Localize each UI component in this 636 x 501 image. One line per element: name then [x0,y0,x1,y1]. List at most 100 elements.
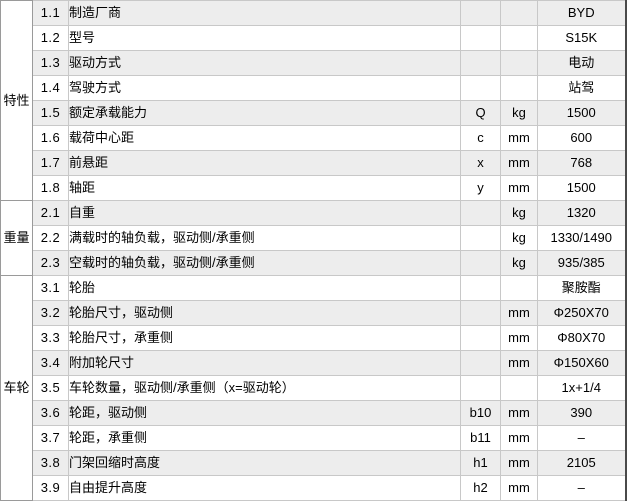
category-label: 车轮 [0,275,33,501]
row-value: – [537,425,627,451]
row-number: 3.5 [32,375,69,401]
table-row: 3.3 轮胎尺寸，承重侧 mm Φ80X70 [1,325,627,351]
row-label: 轮距，驱动侧 [68,400,461,426]
row-label: 附加轮尺寸 [68,350,461,376]
table-row: 车轮 3.1 轮胎 聚胺酯 [0,275,627,501]
table-row: 3.6 轮距，驱动侧 b10 mm 390 [1,400,627,426]
row-number: 1.1 [32,0,69,26]
row-value: BYD [537,0,627,26]
row-symbol: y [460,175,501,201]
row-symbol: c [460,125,501,151]
row-number: 2.3 [32,250,69,276]
row-label: 轮胎尺寸，承重侧 [68,325,461,351]
table-row: 2.3 空载时的轴负载，驱动侧/承重侧 kg 935/385 [1,250,627,276]
table-row: 特性 1.1 制造厂商 BYD [0,0,627,201]
row-number: 3.3 [32,325,69,351]
table-row: 1.3 驱动方式 电动 [1,50,627,76]
row-number: 1.6 [32,125,69,151]
row-symbol: b10 [460,400,501,426]
row-unit: mm [500,300,538,326]
row-number: 1.5 [32,100,69,126]
row-unit: mm [500,150,538,176]
row-value: 站驾 [537,75,627,101]
row-value: S15K [537,25,627,51]
row-label: 车轮数量，驱动侧/承重侧（x=驱动轮） [68,375,461,401]
row-value: Φ250X70 [537,300,627,326]
table-row: 3.7 轮距，承重侧 b11 mm – [1,425,627,451]
row-unit: mm [500,325,538,351]
table-row: 3.2 轮胎尺寸，驱动侧 mm Φ250X70 [1,300,627,326]
row-unit [500,50,538,76]
row-label: 型号 [68,25,461,51]
table-row: 2.2 满载时的轴负载，驱动侧/承重侧 kg 1330/1490 [1,225,627,251]
row-number: 1.3 [32,50,69,76]
row-label: 制造厂商 [68,0,461,26]
row-value: 聚胺酯 [537,275,627,301]
row-unit: kg [500,100,538,126]
row-number: 2.2 [32,225,69,251]
row-value: 2105 [537,450,627,476]
row-label: 轮胎尺寸，驱动侧 [68,300,461,326]
row-unit: mm [500,175,538,201]
row-value: 935/385 [537,250,627,276]
row-symbol [460,275,501,301]
category-label: 特性 [0,0,33,201]
table-row: 1.7 前悬距 x mm 768 [1,150,627,176]
row-value: Φ80X70 [537,325,627,351]
row-label: 门架回缩时高度 [68,450,461,476]
row-label: 前悬距 [68,150,461,176]
row-unit [500,0,538,26]
row-symbol [460,250,501,276]
row-value: 1320 [537,200,627,226]
row-unit: mm [500,400,538,426]
row-label: 自重 [68,200,461,226]
row-label: 轮距，承重侧 [68,425,461,451]
row-symbol: h2 [460,475,501,501]
table-row: 3.9 自由提升高度 h2 mm – [1,475,627,501]
row-number: 1.7 [32,150,69,176]
row-value: 1330/1490 [537,225,627,251]
row-value: 1500 [537,175,627,201]
row-label: 载荷中心距 [68,125,461,151]
row-label: 自由提升高度 [68,475,461,501]
row-unit: kg [500,250,538,276]
row-symbol [460,300,501,326]
row-value: 电动 [537,50,627,76]
row-symbol [460,225,501,251]
row-value: 600 [537,125,627,151]
table-row: 3.8 门架回缩时高度 h1 mm 2105 [1,450,627,476]
row-number: 1.4 [32,75,69,101]
row-symbol [460,375,501,401]
row-symbol [460,200,501,226]
table-row: 3.5 车轮数量，驱动侧/承重侧（x=驱动轮） 1x+1/4 [1,375,627,401]
row-symbol [460,0,501,26]
row-unit: mm [500,475,538,501]
row-unit [500,25,538,51]
row-number: 3.8 [32,450,69,476]
row-number: 1.8 [32,175,69,201]
row-unit [500,275,538,301]
row-number: 3.6 [32,400,69,426]
row-label: 驾驶方式 [68,75,461,101]
row-symbol: b11 [460,425,501,451]
row-unit: mm [500,450,538,476]
table-row: 1.2 型号 S15K [1,25,627,51]
row-unit: mm [500,425,538,451]
row-symbol [460,50,501,76]
row-unit [500,75,538,101]
row-label: 空载时的轴负载，驱动侧/承重侧 [68,250,461,276]
table-row: 3.4 附加轮尺寸 mm Φ150X60 [1,350,627,376]
table-row: 重量 2.1 自重 kg 1320 [0,200,627,276]
row-number: 2.1 [32,200,69,226]
row-value: 1500 [537,100,627,126]
row-number: 3.2 [32,300,69,326]
row-symbol [460,325,501,351]
row-unit: mm [500,125,538,151]
category-label: 重量 [0,200,33,276]
table-row: 1.6 载荷中心距 c mm 600 [1,125,627,151]
row-symbol: x [460,150,501,176]
table-row: 1.8 轴距 y mm 1500 [1,175,627,201]
